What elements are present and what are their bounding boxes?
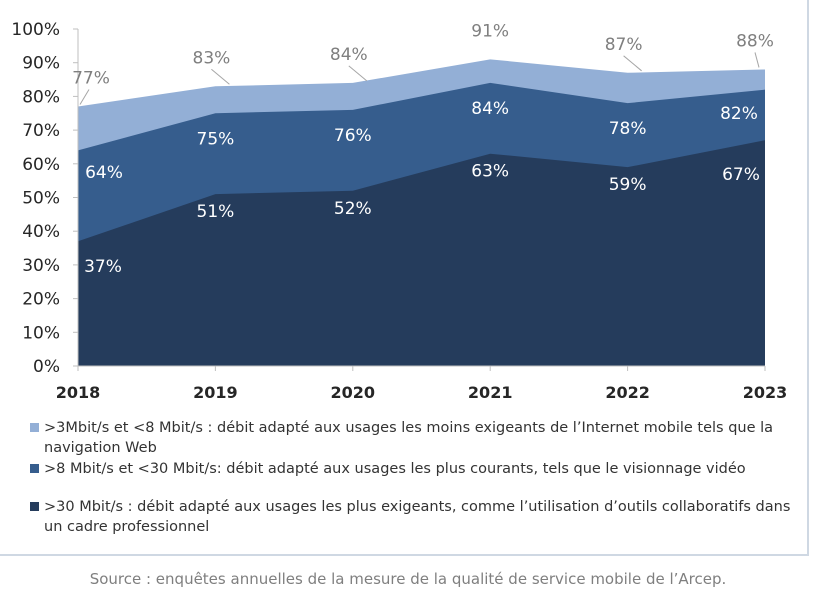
x-tick-label: 2021 bbox=[468, 383, 513, 402]
y-tick-label: 40% bbox=[22, 222, 60, 242]
y-tick-label: 0% bbox=[33, 357, 60, 377]
data-label-low-2020: 84% bbox=[330, 45, 368, 65]
y-tick-label: 100% bbox=[11, 20, 60, 40]
x-tick-label: 2022 bbox=[605, 383, 650, 402]
figure-frame bbox=[0, 0, 809, 556]
data-label-mid-2019: 75% bbox=[197, 129, 235, 149]
legend-label-medium: >8 Mbit/s et <30 Mbit/s: débit adapté au… bbox=[44, 461, 746, 477]
source-note: Source : enquêtes annuelles de la mesure… bbox=[89, 570, 727, 588]
x-tick-label: 2019 bbox=[193, 383, 238, 402]
area-high-speed bbox=[78, 140, 765, 366]
legend-swatch-dark bbox=[30, 502, 39, 511]
data-label-high-2020: 52% bbox=[334, 199, 372, 219]
leader-line bbox=[211, 68, 230, 85]
legend-label-light: >3Mbit/s et <8 Mbit/s : débit adapté aux… bbox=[44, 420, 774, 456]
legend-item-light: >3Mbit/s et <8 Mbit/s : débit adapté aux… bbox=[30, 418, 805, 458]
data-label-low-2018: 77% bbox=[72, 69, 110, 89]
x-tick-label: 2020 bbox=[331, 383, 376, 402]
leader-lines-group bbox=[79, 52, 760, 105]
data-labels-group: 37% 51% 52% 63% 59% 67% 64% 75% 76% 84% 78% 82% 77% 8… bbox=[72, 21, 774, 277]
y-tick-label: 60% bbox=[22, 155, 60, 175]
y-tick-label: 50% bbox=[22, 189, 60, 209]
data-label-mid-2023: 82% bbox=[720, 104, 758, 124]
y-tick-label: 20% bbox=[22, 290, 60, 310]
data-label-mid-2018: 64% bbox=[85, 163, 123, 183]
leader-line bbox=[623, 55, 642, 72]
data-label-high-2021: 63% bbox=[471, 162, 509, 182]
data-label-high-2022: 59% bbox=[609, 175, 647, 195]
stacked-area-chart: 0% 10% 20% 30% 40% 50% 60% 70% 80% 90% 100% 2018 201… bbox=[11, 20, 787, 402]
legend-swatch-light bbox=[30, 423, 39, 432]
y-tick-label: 70% bbox=[22, 121, 60, 141]
data-label-low-2022: 87% bbox=[605, 35, 643, 55]
data-label-low-2021: 91% bbox=[471, 21, 509, 41]
x-tick-label: 2023 bbox=[743, 383, 788, 402]
y-tick-label: 10% bbox=[22, 323, 60, 343]
legend-item-dark: >30 Mbit/s : débit adapté aux usages les… bbox=[30, 497, 805, 537]
data-label-high-2023: 67% bbox=[722, 165, 760, 185]
leader-line bbox=[754, 52, 760, 68]
data-label-high-2018: 37% bbox=[84, 257, 122, 277]
legend-swatch-medium bbox=[30, 464, 39, 473]
areas-group bbox=[78, 59, 765, 367]
leader-line bbox=[348, 65, 368, 82]
data-label-mid-2022: 78% bbox=[609, 119, 647, 139]
data-label-mid-2020: 76% bbox=[334, 126, 372, 146]
data-label-mid-2021: 84% bbox=[471, 99, 509, 119]
y-tick-label: 90% bbox=[22, 54, 60, 74]
data-label-high-2019: 51% bbox=[197, 202, 235, 222]
leader-line bbox=[79, 89, 90, 105]
data-label-low-2023: 88% bbox=[736, 31, 774, 51]
axes-group: 0% 10% 20% 30% 40% 50% 60% 70% 80% 90% 100% 2018 201… bbox=[11, 20, 787, 402]
legend-item-medium: >8 Mbit/s et <30 Mbit/s: débit adapté au… bbox=[30, 459, 805, 479]
x-tick-label: 2018 bbox=[56, 383, 101, 402]
y-tick-label: 80% bbox=[22, 87, 60, 107]
legend-label-dark: >30 Mbit/s : débit adapté aux usages les… bbox=[44, 499, 791, 535]
y-tick-label: 30% bbox=[22, 256, 60, 276]
data-label-low-2019: 83% bbox=[193, 48, 231, 68]
